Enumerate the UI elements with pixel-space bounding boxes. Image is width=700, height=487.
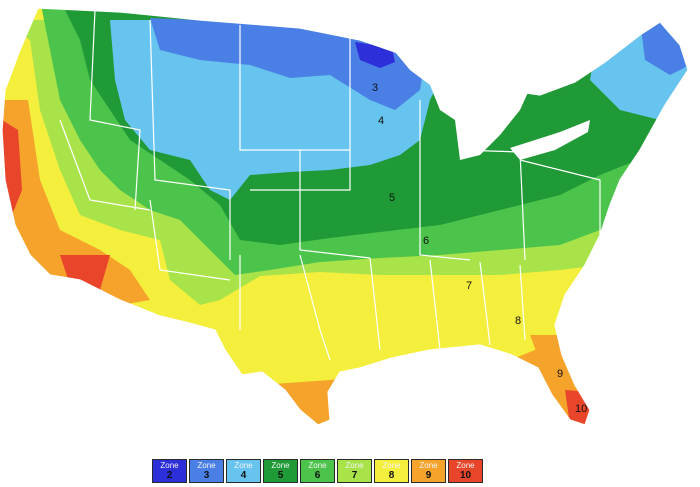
legend-zone-word: Zone xyxy=(308,461,327,470)
zone-labels: 3 4 5 6 7 8 9 10 xyxy=(372,82,587,415)
zone-label-7: 7 xyxy=(466,280,472,292)
legend-zone-number: 8 xyxy=(388,470,395,481)
legend-zone-6: Zone 6 xyxy=(300,459,335,483)
legend-zone-7: Zone 7 xyxy=(337,459,372,483)
legend-zone-word: Zone xyxy=(160,461,179,470)
legend-zone-number: 2 xyxy=(166,470,173,481)
zone-label-10: 10 xyxy=(575,403,587,415)
legend-zone-number: 10 xyxy=(459,470,472,481)
legend-zone-number: 5 xyxy=(277,470,284,481)
legend-zone-word: Zone xyxy=(345,461,364,470)
legend-zone-2: Zone 2 xyxy=(152,459,187,483)
zone-label-3: 3 xyxy=(372,82,378,94)
legend-zone-word: Zone xyxy=(197,461,216,470)
legend-zone-word: Zone xyxy=(382,461,401,470)
legend-zone-word: Zone xyxy=(234,461,253,470)
legend-zone-word: Zone xyxy=(419,461,438,470)
legend-zone-4: Zone 4 xyxy=(226,459,261,483)
zone-label-8: 8 xyxy=(515,315,521,327)
legend-zone-number: 6 xyxy=(314,470,321,481)
zone-9-west-coast xyxy=(2,100,150,305)
legend-zone-word: Zone xyxy=(271,461,290,470)
zone-label-5: 5 xyxy=(389,192,395,204)
legend-zone-10: Zone 10 xyxy=(448,459,483,483)
lake-erie-ontario xyxy=(510,120,590,160)
legend-zone-8: Zone 8 xyxy=(374,459,409,483)
great-lakes xyxy=(395,40,530,160)
legend-zone-9: Zone 9 xyxy=(411,459,446,483)
state-borders xyxy=(1,7,689,426)
zone-label-4: 4 xyxy=(378,115,384,127)
legend-zone-number: 9 xyxy=(425,470,432,481)
zone-label-9: 9 xyxy=(557,368,563,380)
zone-3-band xyxy=(150,18,430,110)
legend-zone-word: Zone xyxy=(456,461,475,470)
zone-label-6: 6 xyxy=(423,235,429,247)
legend-zone-number: 3 xyxy=(203,470,210,481)
legend-zone-number: 4 xyxy=(240,470,247,481)
legend-zone-number: 7 xyxy=(351,470,358,481)
zone-legend: Zone 2 Zone 3 Zone 4 Zone 5 Zone 6 Zone … xyxy=(152,459,485,483)
legend-zone-5: Zone 5 xyxy=(263,459,298,483)
legend-zone-3: Zone 3 xyxy=(189,459,224,483)
